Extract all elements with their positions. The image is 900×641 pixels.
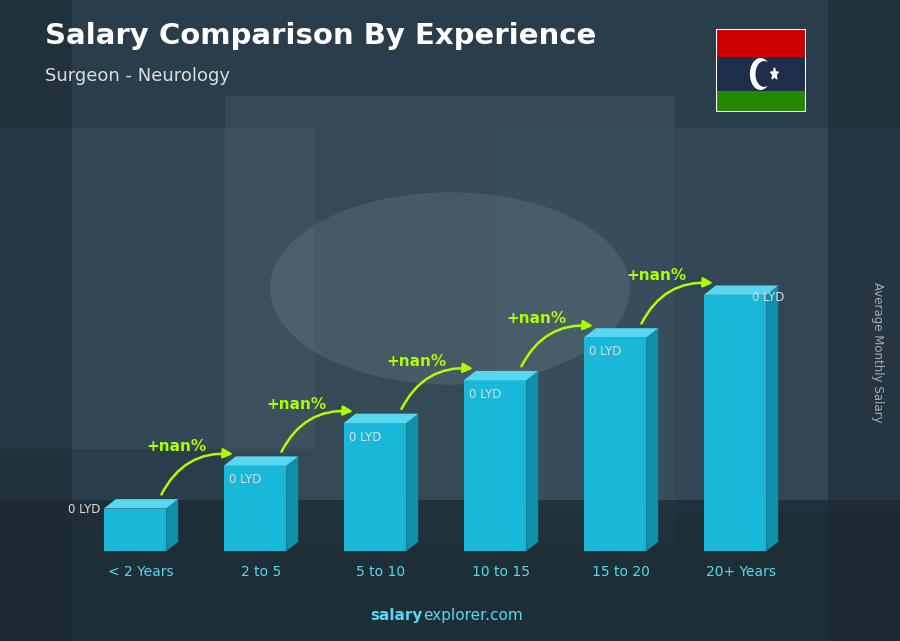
- Text: < 2 Years: < 2 Years: [108, 565, 174, 579]
- Text: 5 to 10: 5 to 10: [356, 565, 406, 579]
- Bar: [0, 0, 72, 641]
- FancyArrowPatch shape: [521, 321, 590, 366]
- Bar: [104, 508, 166, 551]
- Bar: [716, 29, 806, 56]
- Text: 0 LYD: 0 LYD: [469, 388, 501, 401]
- Bar: [344, 423, 406, 551]
- Bar: [716, 56, 806, 92]
- FancyArrowPatch shape: [282, 406, 350, 452]
- Text: +nan%: +nan%: [507, 311, 566, 326]
- Polygon shape: [464, 371, 538, 380]
- Polygon shape: [166, 499, 178, 551]
- Polygon shape: [344, 413, 418, 423]
- Bar: [0, 500, 900, 641]
- Polygon shape: [584, 328, 658, 338]
- Bar: [224, 466, 286, 551]
- Text: 0 LYD: 0 LYD: [590, 345, 622, 358]
- Bar: [828, 0, 900, 641]
- Text: +nan%: +nan%: [147, 439, 206, 454]
- Polygon shape: [770, 68, 778, 79]
- Text: Salary Comparison By Experience: Salary Comparison By Experience: [45, 22, 596, 51]
- Text: 20+ Years: 20+ Years: [706, 565, 776, 579]
- Bar: [464, 380, 526, 551]
- Bar: [584, 338, 646, 551]
- Polygon shape: [751, 59, 770, 89]
- Bar: [704, 295, 766, 551]
- Text: 0 LYD: 0 LYD: [230, 474, 262, 487]
- Polygon shape: [224, 456, 298, 466]
- FancyArrowPatch shape: [642, 278, 710, 324]
- Polygon shape: [756, 62, 772, 86]
- Text: 2 to 5: 2 to 5: [241, 565, 281, 579]
- Polygon shape: [704, 285, 778, 295]
- Ellipse shape: [270, 192, 630, 385]
- Text: 10 to 15: 10 to 15: [472, 565, 530, 579]
- Polygon shape: [766, 285, 778, 551]
- Text: +nan%: +nan%: [386, 354, 446, 369]
- Text: 0 LYD: 0 LYD: [349, 431, 382, 444]
- FancyArrowPatch shape: [401, 364, 470, 409]
- Bar: [716, 92, 806, 112]
- Bar: [225, 96, 675, 545]
- Text: +nan%: +nan%: [626, 269, 687, 283]
- Text: salary: salary: [371, 608, 423, 623]
- Text: Surgeon - Neurology: Surgeon - Neurology: [45, 67, 230, 85]
- Text: 0 LYD: 0 LYD: [752, 292, 785, 304]
- Polygon shape: [646, 328, 658, 551]
- Polygon shape: [286, 456, 298, 551]
- Polygon shape: [104, 499, 178, 508]
- Polygon shape: [526, 371, 538, 551]
- Bar: [495, 128, 900, 513]
- Bar: [0, 128, 315, 449]
- Text: 15 to 20: 15 to 20: [592, 565, 650, 579]
- Text: 0 LYD: 0 LYD: [68, 503, 101, 517]
- FancyArrowPatch shape: [161, 449, 230, 494]
- Text: Average Monthly Salary: Average Monthly Salary: [871, 282, 884, 423]
- Text: explorer.com: explorer.com: [423, 608, 523, 623]
- Text: +nan%: +nan%: [266, 397, 327, 412]
- Polygon shape: [406, 413, 419, 551]
